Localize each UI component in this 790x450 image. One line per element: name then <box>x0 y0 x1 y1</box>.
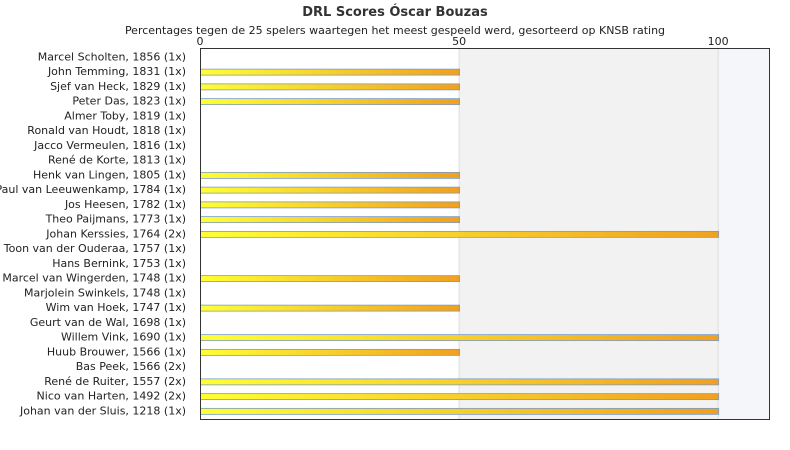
category-label: René de Ruiter, 1557 (2x) <box>44 375 186 388</box>
category-label: Johan van der Sluis, 1218 (1x) <box>19 404 186 417</box>
category-label: Bas Peek, 1566 (2x) <box>76 360 186 373</box>
chart-title: DRL Scores Óscar Bouzas <box>302 5 488 20</box>
category-label: Wim van Hoek, 1747 (1x) <box>46 301 186 314</box>
category-label: Willem Vink, 1690 (1x) <box>61 331 186 344</box>
bar <box>200 216 460 224</box>
category-label: Geurt van de Wal, 1698 (1x) <box>30 316 186 329</box>
bar <box>200 201 460 209</box>
category-label: Jos Heesen, 1782 (1x) <box>64 198 186 211</box>
category-label: Henk van Lingen, 1805 (1x) <box>33 168 186 181</box>
category-label: Marcel Scholten, 1856 (1x) <box>38 50 186 63</box>
bar <box>200 393 720 401</box>
bar <box>200 83 460 91</box>
category-label: Huub Brouwer, 1566 (1x) <box>47 345 186 358</box>
category-label: Peter Das, 1823 (1x) <box>72 95 186 108</box>
bar <box>200 304 460 312</box>
category-label: Almer Toby, 1819 (1x) <box>64 109 186 122</box>
category-label: Marjolein Swinkels, 1748 (1x) <box>24 286 186 299</box>
chart-subtitle: Percentages tegen de 25 spelers waartege… <box>124 24 666 37</box>
x-tick-label: 100 <box>708 35 729 48</box>
category-label: Sjef van Heck, 1829 (1x) <box>50 80 186 93</box>
category-label: Theo Paijmans, 1773 (1x) <box>45 213 186 226</box>
category-label: John Temming, 1831 (1x) <box>47 65 186 78</box>
plot-band <box>718 48 770 420</box>
category-label: Jacco Vermeulen, 1816 (1x) <box>33 139 186 152</box>
bar <box>200 68 460 76</box>
category-label: Johan Kerssies, 1764 (2x) <box>45 227 186 240</box>
x-tick-label: 0 <box>197 35 204 48</box>
x-tick-label: 50 <box>452 35 466 48</box>
bar <box>200 230 720 238</box>
category-label: Hans Bernink, 1753 (1x) <box>52 257 186 270</box>
category-label: Marcel van Wingerden, 1748 (1x) <box>2 272 186 285</box>
category-label: Paul van Leeuwenkamp, 1784 (1x) <box>0 183 186 196</box>
bar <box>200 275 460 283</box>
bar <box>200 407 720 415</box>
bar <box>200 378 720 386</box>
bar <box>200 171 460 179</box>
bar <box>200 348 460 356</box>
category-label: René de Korte, 1813 (1x) <box>48 154 186 167</box>
bar <box>200 98 460 106</box>
bar <box>200 334 720 342</box>
category-label: Toon van der Ouderaa, 1757 (1x) <box>3 242 186 255</box>
bar <box>200 186 460 194</box>
category-label: Nico van Harten, 1492 (2x) <box>37 390 186 403</box>
category-label: Ronald van Houdt, 1818 (1x) <box>27 124 186 137</box>
plot-frame <box>200 48 770 420</box>
